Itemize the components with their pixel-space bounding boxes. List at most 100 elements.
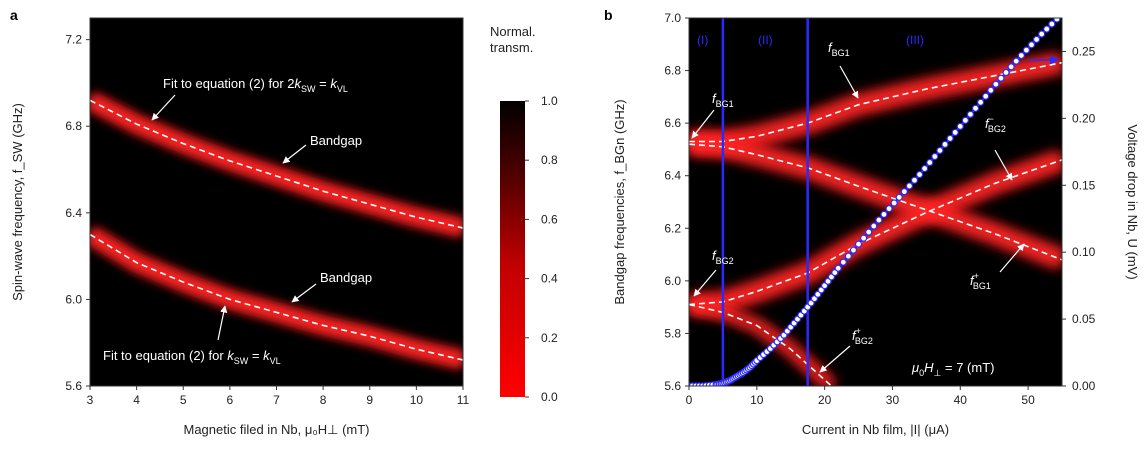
voltage-point <box>900 188 908 196</box>
label-fBG2-minus: f− BG2 <box>985 114 1006 134</box>
x-axis-label-a: Magnetic filed in Nb, μ₀H⊥ (mT) <box>183 422 369 437</box>
x-tick-label-a: 7 <box>273 393 280 407</box>
bandgap-label-upper: Bandgap <box>310 133 362 148</box>
axes-b: 0 10 20 30 40 50 5.6 5.8 6.0 6.2 6.4 6.6 6.8 7.0 0.00 0… <box>612 11 1140 437</box>
y-tick-label-b: 5.8 <box>664 326 681 340</box>
region-boundaries <box>721 18 809 386</box>
voltage-point <box>1007 63 1015 71</box>
voltage-point <box>839 258 847 266</box>
colorbar-ticks: 0.0 0.2 0.4 0.6 0.8 1.0 <box>525 94 558 404</box>
voltage-point <box>1053 18 1061 23</box>
voltage-point <box>1038 30 1046 38</box>
arrow-fBG1-plus <box>999 243 1025 273</box>
label-fBG1-plus: f+ BG1 <box>970 271 991 291</box>
colorbar-tick-label: 0.2 <box>541 331 558 345</box>
panel-b-label: b <box>604 7 613 23</box>
fit-curve-a-lower <box>90 233 463 361</box>
voltage-point <box>910 176 919 184</box>
arrow-fit-k <box>217 305 228 341</box>
voltage-point <box>1048 20 1056 28</box>
y-tick-label-b: 6.8 <box>664 64 681 78</box>
arrow-fBG2-minus <box>994 149 1013 181</box>
voltage-point <box>860 234 868 242</box>
axes-a: 3 4 5 6 7 8 9 10 11 5.6 6.0 6.4 6.8 7.2 Magnetic filed… <box>10 17 470 437</box>
y-tick-label-b: 6.0 <box>664 274 681 288</box>
y-tick-label-a: 5.6 <box>65 379 82 393</box>
y2-tick-label-b: 0.10 <box>1072 245 1096 259</box>
y2-axis-label-b: Voltage drop in Nb, U (mV) <box>1125 124 1140 279</box>
y-tick-label-b: 6.4 <box>664 169 681 183</box>
fit-curves-b <box>689 61 1062 386</box>
fit-curve-b-f_BG1 <box>689 61 1062 143</box>
y-axis-label-b: Bandgap frequencies, f_BGn (GHz) <box>612 99 627 304</box>
voltage-point <box>936 146 944 155</box>
voltage-point <box>982 92 990 100</box>
x-axis-label-b: Current in Nb film, |I| (μA) <box>802 422 949 437</box>
voltage-point <box>885 205 893 213</box>
voltage-point <box>890 199 898 207</box>
voltage-point <box>926 158 934 167</box>
y2-tick-label-b: 0.00 <box>1072 379 1096 393</box>
voltage-point <box>961 116 969 124</box>
field-note: μ0H⊥ = 7 (mT) <box>911 360 994 378</box>
y2-tick-label-b: 0.20 <box>1072 111 1096 125</box>
bandgap-label-lower: Bandgap <box>320 270 372 285</box>
x-tick-label-a: 10 <box>410 393 424 407</box>
voltage-point <box>854 240 863 248</box>
voltage-point <box>895 193 903 201</box>
y2-tick-label-b: 0.25 <box>1072 44 1096 58</box>
colorbar-tick-label: 1.0 <box>541 94 558 108</box>
voltage-point <box>951 128 959 137</box>
voltage-point <box>1043 25 1051 33</box>
y2-tick-label-b: 0.05 <box>1072 312 1096 326</box>
colorbar-tick-label: 0.8 <box>541 153 558 167</box>
voltage-point <box>997 74 1005 82</box>
arrow-fBG2-left <box>693 269 717 297</box>
fit-curves-a <box>90 99 463 361</box>
region-label-I: (I) <box>697 33 708 47</box>
colorbar <box>500 101 525 397</box>
voltage-point <box>1002 68 1010 77</box>
heatmap-a-background <box>90 18 463 386</box>
colorbar-tick-label: 0.6 <box>541 212 558 226</box>
arrow-fBG2-plus <box>819 345 851 373</box>
voltage-point <box>977 98 985 106</box>
label-fBG1-left: fBG1 <box>712 91 734 109</box>
voltage-point <box>844 252 852 260</box>
voltage-point <box>992 80 1000 88</box>
y-tick-label-a: 6.4 <box>65 206 82 220</box>
colorbar-title-line2: transm. <box>490 40 533 55</box>
x-tick-label-a: 11 <box>457 393 470 407</box>
x-tick-label-a: 8 <box>320 393 327 407</box>
voltage-point <box>921 164 929 173</box>
arrow-bandgap-upper <box>282 144 307 164</box>
plot-frame-b <box>688 17 1063 387</box>
voltage-point <box>1027 41 1036 49</box>
voltage-point <box>1022 46 1030 54</box>
band-core-b-f_BG1+ <box>689 139 1062 265</box>
y-tick-label-a: 6.0 <box>65 292 82 306</box>
voltage-point <box>1032 35 1041 44</box>
voltage-point <box>987 86 995 94</box>
fit-label-k: Fit to equation (2) for kSW = kVL <box>103 348 281 366</box>
voltage-point <box>905 182 914 190</box>
colorbar-title-line1: Normal. <box>490 24 536 39</box>
voltage-point <box>1012 57 1020 65</box>
voltage-point <box>834 264 842 272</box>
voltage-point <box>946 134 954 143</box>
voltage-point <box>875 216 883 224</box>
y-tick-label-b: 6.2 <box>664 221 681 235</box>
voltage-series <box>689 18 1061 386</box>
x-tick-label-a: 6 <box>227 393 234 407</box>
arrow-fBG1-top <box>839 65 859 99</box>
y-tick-label-b: 6.6 <box>664 116 681 130</box>
colorbar-tick-label: 0.4 <box>541 272 558 286</box>
label-fBG2-left: fBG2 <box>712 248 734 266</box>
fit-curve-b-f_BG2+ <box>689 303 832 386</box>
arrow-bandgap-lower <box>291 283 317 303</box>
colorbar-tick-label: 0.0 <box>541 390 558 404</box>
voltage-point <box>849 246 858 254</box>
voltage-point <box>956 122 964 130</box>
x-tick-label-b: 30 <box>886 393 900 407</box>
